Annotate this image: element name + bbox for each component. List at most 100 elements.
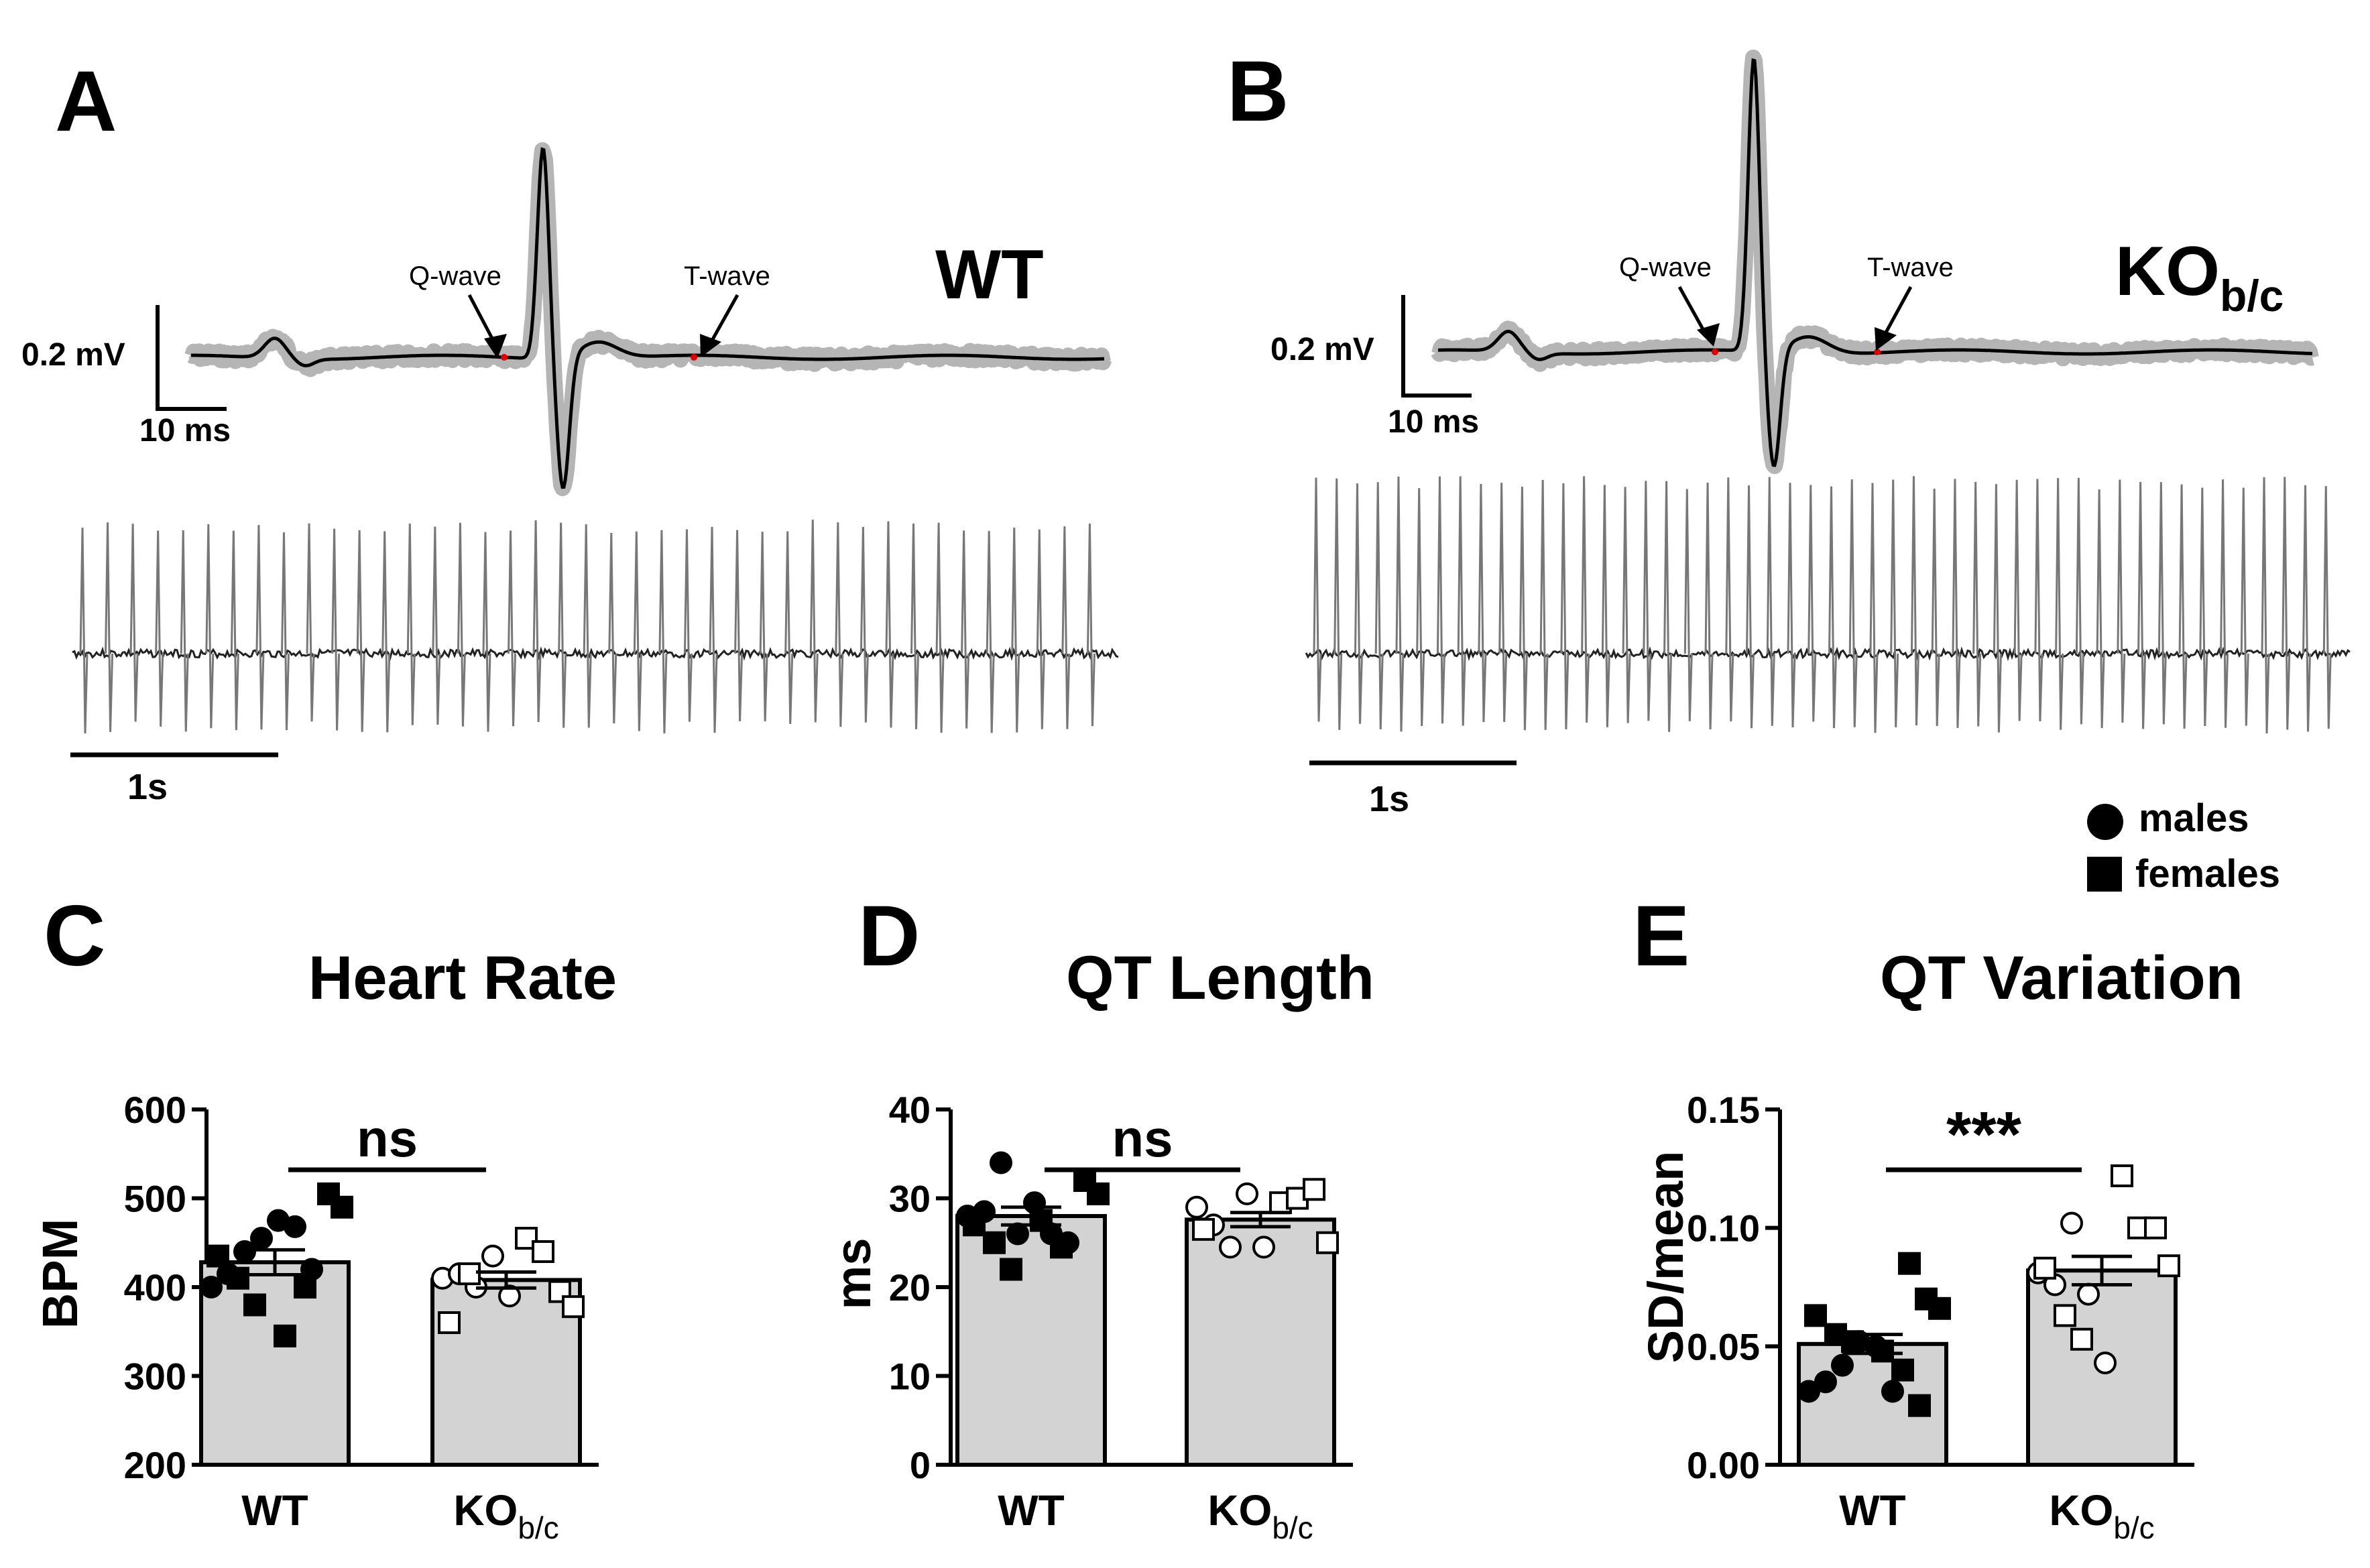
bar bbox=[432, 1280, 580, 1465]
ecg-beat bbox=[2015, 480, 2021, 721]
ecg-beat bbox=[937, 523, 943, 733]
data-point-female bbox=[459, 1264, 479, 1284]
data-point-male bbox=[251, 1228, 272, 1248]
ecg-beat bbox=[1706, 483, 1712, 729]
legend-male-marker bbox=[2087, 804, 2123, 840]
data-point-male bbox=[1254, 1237, 1274, 1257]
ecg-beat bbox=[760, 532, 767, 721]
data-point-female bbox=[1031, 1211, 1051, 1231]
ecg-beat bbox=[2139, 482, 2145, 729]
ecg-beat bbox=[1355, 483, 1362, 724]
ecg-beat bbox=[1953, 479, 1960, 727]
ecg-beat bbox=[1623, 487, 1630, 723]
ecg-beat bbox=[1541, 480, 1547, 730]
significance-label: *** bbox=[1946, 1099, 2022, 1170]
ecg-beat bbox=[357, 530, 364, 732]
t-wave-marker bbox=[691, 354, 697, 361]
ecg-beat bbox=[1788, 483, 1795, 727]
data-point-female bbox=[2055, 1305, 2075, 1325]
data-point-female bbox=[439, 1313, 459, 1333]
x-category-label: KOb/c bbox=[2049, 1486, 2154, 1545]
ecg-beat bbox=[131, 524, 137, 721]
q-wave-marker bbox=[1712, 349, 1718, 355]
chart-qt-length: D QT Lengthms010203040 nsWT KOb/c bbox=[825, 888, 1374, 1545]
ecg-beat bbox=[1417, 488, 1424, 726]
data-point-male bbox=[201, 1277, 221, 1297]
data-point-female bbox=[2159, 1256, 2179, 1276]
legend-female-label: females bbox=[2135, 852, 2280, 896]
ecg-beat bbox=[1335, 479, 1342, 730]
data-point-female bbox=[1893, 1360, 1913, 1380]
ecg-beat bbox=[584, 524, 591, 727]
ecg-beat bbox=[2221, 479, 2228, 727]
ecg-beat bbox=[2118, 480, 2125, 723]
x-category-label: WT bbox=[998, 1486, 1065, 1534]
ecg-beat bbox=[1063, 526, 1069, 729]
ecg-beat bbox=[1520, 487, 1527, 730]
data-point-female bbox=[245, 1295, 265, 1315]
ecg-beat bbox=[156, 530, 163, 726]
x-category-label: WT bbox=[241, 1486, 308, 1534]
ecg-beat bbox=[433, 527, 440, 725]
y-tick-label: 40 bbox=[889, 1089, 931, 1131]
ecg-beat bbox=[383, 531, 390, 732]
data-point-female bbox=[1899, 1254, 1919, 1274]
ecg-beat bbox=[735, 530, 742, 721]
ecg-beat bbox=[1087, 524, 1094, 726]
ecg-waveform-a bbox=[191, 149, 1104, 488]
ecg-beat bbox=[1037, 530, 1044, 729]
legend: males females bbox=[2087, 796, 2280, 896]
ecg-beat bbox=[660, 530, 666, 733]
ecg-beat bbox=[710, 527, 717, 733]
scale-time-b: 10 ms bbox=[1388, 404, 1479, 440]
ecg-beat bbox=[206, 524, 213, 728]
scale-time-a: 10 ms bbox=[139, 413, 231, 448]
ecg-beat bbox=[2262, 477, 2269, 733]
y-tick-label: 0 bbox=[910, 1444, 931, 1486]
ecg-beat bbox=[2159, 482, 2166, 724]
q-wave-marker bbox=[501, 354, 508, 361]
ecg-beat bbox=[1458, 477, 1465, 726]
data-point-male bbox=[285, 1217, 305, 1237]
ecg-beat bbox=[2304, 485, 2310, 731]
ecg-beat bbox=[1726, 477, 1733, 721]
ecg-beat bbox=[1911, 476, 1918, 725]
ecg-beat bbox=[559, 523, 566, 728]
ecg-beat bbox=[307, 524, 314, 722]
panel-a-letter: A bbox=[55, 54, 117, 149]
ecg-beat bbox=[80, 528, 87, 733]
ecg-beat bbox=[1891, 480, 1898, 727]
q-wave-label-b: Q-wave bbox=[1619, 253, 1712, 282]
ecg-beat bbox=[1376, 482, 1382, 729]
y-axis-label: SD/mean bbox=[1638, 1151, 1694, 1364]
ecg-beat bbox=[886, 522, 893, 728]
ecg-beat bbox=[534, 520, 540, 722]
ecg-sd-band bbox=[191, 150, 1104, 488]
ecg-beat bbox=[1602, 485, 1609, 727]
y-tick-label: 400 bbox=[124, 1266, 186, 1309]
ecg-beat bbox=[1767, 477, 1774, 726]
ecg-beat bbox=[2056, 478, 2063, 729]
data-point-female bbox=[2035, 1258, 2055, 1278]
data-point-female bbox=[228, 1268, 248, 1288]
data-point-male bbox=[483, 1246, 503, 1266]
ecg-beat bbox=[2035, 479, 2042, 721]
y-tick-label: 10 bbox=[889, 1355, 931, 1398]
t-wave-label-b: T-wave bbox=[1867, 253, 1954, 282]
x-category-label: KOb/c bbox=[453, 1486, 558, 1545]
significance-label: ns bbox=[357, 1109, 418, 1168]
ecg-beat bbox=[2283, 477, 2290, 729]
ecg-beat bbox=[1871, 483, 1877, 733]
t-wave-label-a: T-wave bbox=[684, 261, 770, 291]
ecg-beat bbox=[1685, 489, 1692, 721]
ecg-beat bbox=[408, 524, 414, 725]
ecg-trace-b bbox=[1306, 476, 2350, 733]
scale-voltage-b: 0.2 mV bbox=[1270, 332, 1374, 367]
data-point-female bbox=[533, 1242, 553, 1262]
x-category-label: WT bbox=[1839, 1486, 1906, 1534]
data-point-female bbox=[1051, 1237, 1071, 1257]
ecg-beat bbox=[1314, 478, 1321, 722]
data-point-female bbox=[1193, 1219, 1213, 1240]
ecg-beat bbox=[685, 530, 691, 722]
ecg-trace-a bbox=[72, 520, 1118, 733]
